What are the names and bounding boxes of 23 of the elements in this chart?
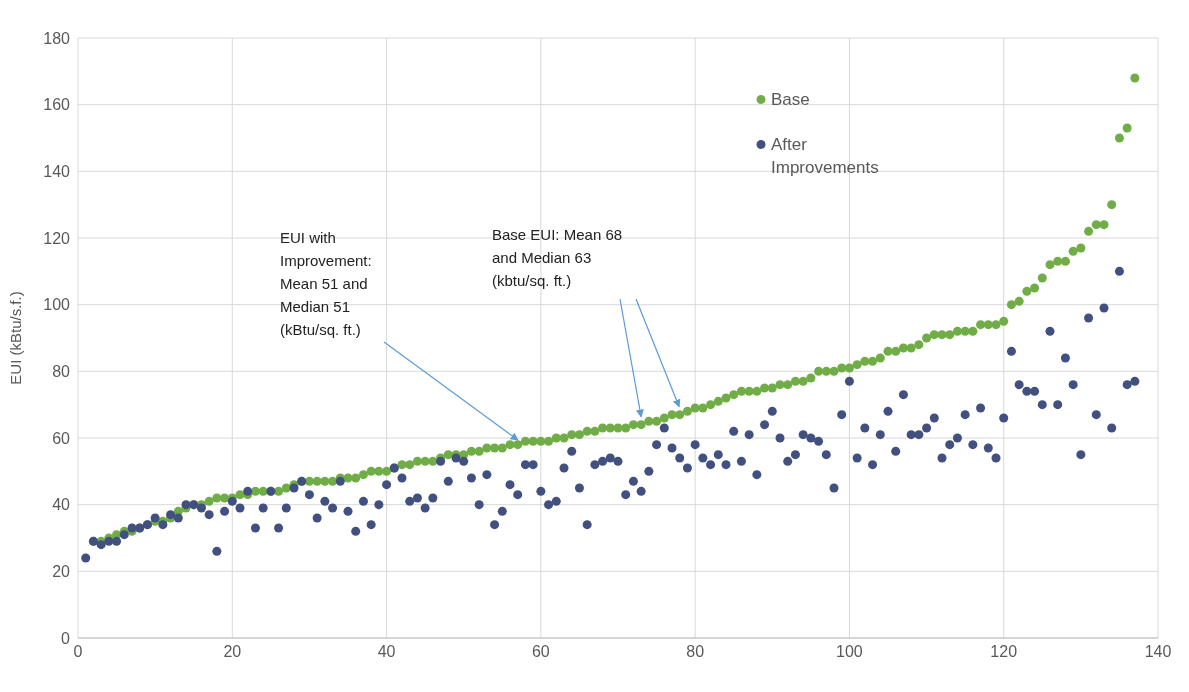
legend-label: Base [771, 89, 811, 111]
y-tick-label: 180 [43, 29, 71, 47]
x-tick-label: 40 [377, 643, 396, 661]
annotation: Base EUI: Mean 68 and Median 63 (kbtu/sq. ft.) [492, 225, 623, 291]
y-tick-label: 120 [43, 229, 71, 247]
y-tick-label: 20 [52, 563, 71, 581]
y-axis-title: EUI (kBtu/s.f.) [7, 291, 25, 385]
y-tick-label: 160 [43, 96, 71, 114]
y-tick-label: 60 [52, 429, 71, 447]
x-tick-label: 100 [836, 643, 863, 661]
legend-label: After Improvements [771, 134, 880, 179]
y-tick-label: 40 [52, 496, 71, 514]
x-tick-label: 0 [73, 643, 83, 661]
x-tick-label: 120 [990, 643, 1018, 661]
x-tick-label: 80 [686, 643, 705, 661]
x-tick-label: 140 [1144, 643, 1172, 661]
y-tick-label: 0 [61, 629, 71, 647]
y-tick-label: 140 [43, 163, 71, 181]
y-tick-label: 80 [52, 363, 71, 381]
annotation: EUI with Improvement: Mean 51 and Median 51 (kBtu/sq. ft.) [280, 228, 372, 340]
x-tick-label: 60 [531, 643, 550, 661]
y-tick-label: 100 [43, 296, 71, 314]
x-tick-label: 20 [223, 643, 242, 661]
